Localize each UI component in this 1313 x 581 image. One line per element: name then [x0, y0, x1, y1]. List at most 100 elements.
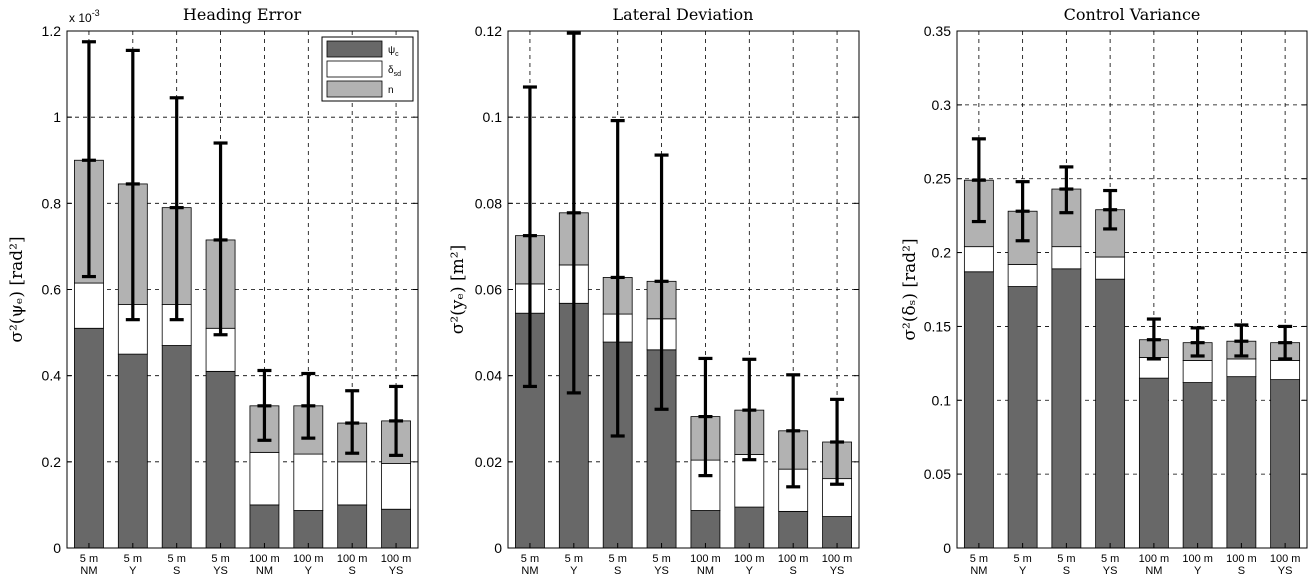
- error-bar: [125, 48, 140, 322]
- bar-psi-c: [1182, 382, 1213, 549]
- x-tick-label-distance: 100 m: [778, 553, 809, 565]
- x-tick-label-condition: NM: [970, 565, 987, 577]
- y-axis-label: σ²(yₑ) [m²]: [448, 245, 468, 334]
- y-tick-label: 0.1: [932, 392, 952, 408]
- bar-psi-c: [1270, 379, 1301, 549]
- x-tick-label-condition: S: [349, 565, 356, 577]
- error-bar: [1059, 165, 1074, 215]
- x-tick-label-condition: S: [614, 565, 621, 577]
- x-tick-label-condition: NM: [256, 565, 273, 577]
- legend-label-main: δ: [388, 65, 394, 76]
- y-tick-label: 0.1: [483, 109, 503, 125]
- error-bar: [169, 96, 184, 322]
- y-tick-label: 0.04: [475, 368, 502, 384]
- bar-delta-sd: [1007, 263, 1038, 287]
- x-tick-label-distance: 100 m: [337, 553, 368, 565]
- legend-swatch-delta-sd: [326, 60, 383, 78]
- error-bar: [654, 153, 669, 411]
- legend-label-main: n: [388, 85, 394, 96]
- y-tick-label: 0.2: [932, 245, 952, 261]
- x-tick-label-condition: YS: [830, 565, 845, 577]
- error-bar: [345, 389, 360, 455]
- bar-psi-c: [734, 506, 765, 549]
- x-tick-label-condition: NM: [80, 565, 97, 577]
- x-tick-label-condition: Y: [305, 565, 313, 577]
- x-tick-label-distance: 5 m: [124, 553, 142, 565]
- bar-psi-c: [1007, 286, 1038, 549]
- x-tick-label-distance: 100 m: [1139, 553, 1170, 565]
- bar-delta-sd: [1182, 360, 1213, 383]
- x-tick-label-distance: 5 m: [1101, 553, 1119, 565]
- y-tick-label: 0.35: [924, 23, 951, 39]
- x-tick-label-distance: 100 m: [822, 553, 853, 565]
- y-tick-label: 0.25: [924, 171, 951, 187]
- bar-psi-c: [381, 508, 411, 549]
- x-tick-label-distance: 100 m: [249, 553, 280, 565]
- x-tick-label-distance: 100 m: [1226, 553, 1257, 565]
- bar-delta-sd: [293, 453, 324, 511]
- chart-title: Heading Error: [183, 5, 302, 24]
- x-tick-label-distance: 100 m: [381, 553, 412, 565]
- bar-psi-c: [249, 504, 280, 549]
- legend-label-sub: sd: [394, 71, 402, 78]
- bar-delta-sd: [1226, 358, 1257, 378]
- bar-delta-sd: [963, 246, 994, 273]
- bar-psi-c: [205, 370, 236, 549]
- x-tick-label-distance: 5 m: [80, 553, 98, 565]
- error-bar: [213, 141, 228, 337]
- x-tick-label-condition: Y: [1194, 565, 1202, 577]
- error-bar: [786, 373, 801, 489]
- y-axis-label: σ²(δₛ) [rad²]: [900, 238, 920, 340]
- y-tick-label: 0.12: [475, 23, 502, 39]
- multiplier-exponent: -3: [92, 8, 100, 18]
- x-tick-label-distance: 5 m: [652, 553, 670, 565]
- x-tick-label-condition: Y: [1019, 565, 1027, 577]
- bar-delta-sd: [161, 304, 192, 346]
- error-bar: [1234, 323, 1249, 358]
- x-tick-label-distance: 100 m: [1182, 553, 1213, 565]
- multiplier-base: x 10: [69, 11, 92, 25]
- error-bar: [566, 31, 581, 395]
- error-bar: [610, 119, 625, 438]
- y-axis-label: σ²(ψₑ) [rad²]: [7, 236, 27, 342]
- bar-psi-c: [963, 271, 994, 549]
- bar-psi-c: [1138, 377, 1169, 549]
- bar-delta-sd: [74, 282, 104, 329]
- x-tick-label-condition: Y: [129, 565, 137, 577]
- error-bar: [1146, 317, 1161, 361]
- legend-label-sub: c: [395, 51, 399, 58]
- y-tick-label: 1: [53, 109, 61, 125]
- axis-multiplier: x 10-3: [69, 8, 100, 25]
- error-bar: [1278, 324, 1293, 361]
- bar-psi-c: [1095, 278, 1126, 549]
- x-tick-label-condition: YS: [1278, 565, 1293, 577]
- bar-psi-c: [778, 510, 809, 549]
- x-tick-label-condition: S: [1238, 565, 1245, 577]
- x-tick-label-condition: NM: [521, 565, 538, 577]
- y-tick-label: 0.05: [924, 466, 951, 482]
- y-tick-label: 0.02: [475, 454, 502, 470]
- x-tick-label-condition: S: [173, 565, 180, 577]
- bar-delta-sd: [249, 451, 280, 506]
- x-tick-label-distance: 5 m: [609, 553, 627, 565]
- y-tick-label: 0: [943, 540, 951, 556]
- x-tick-label-distance: 5 m: [565, 553, 583, 565]
- bar-psi-c: [161, 345, 192, 549]
- x-tick-label-condition: S: [790, 565, 797, 577]
- bar-psi-c: [1051, 268, 1082, 549]
- bar-psi-c: [117, 353, 148, 549]
- bar-psi-c: [690, 510, 721, 549]
- y-tick-label: 1.2: [42, 23, 62, 39]
- bar-delta-sd: [1051, 246, 1082, 270]
- bar-psi-c: [293, 510, 324, 549]
- x-tick-label-condition: NM: [697, 565, 714, 577]
- error-bar: [81, 40, 96, 279]
- axis-frame: [956, 30, 1308, 549]
- x-tick-label-distance: 5 m: [970, 553, 988, 565]
- x-tick-label-condition: YS: [389, 565, 404, 577]
- x-tick-label-condition: YS: [654, 565, 669, 577]
- y-tick-label: 0.15: [924, 318, 951, 334]
